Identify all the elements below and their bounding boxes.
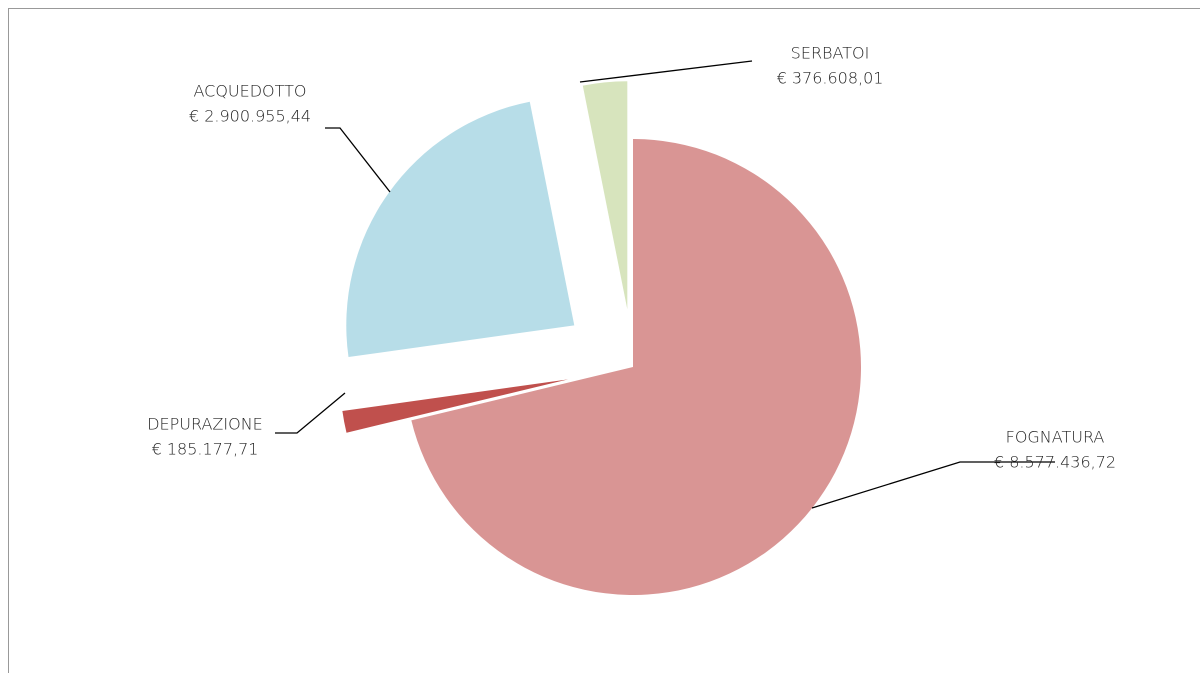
leader-line (811, 461, 1055, 509)
slice-value-label: € 8.577.436,72 (994, 453, 1116, 472)
slice-value-label: € 376.608,01 (777, 69, 884, 88)
slice-label: ACQUEDOTTO (193, 82, 306, 101)
slice-value-label: € 185.177,71 (152, 440, 259, 459)
chart-frame (8, 8, 1200, 673)
leader-line (275, 392, 346, 434)
pie-slice (582, 81, 628, 310)
pie-slice (411, 139, 862, 595)
slice-label: DEPURAZIONE (147, 415, 263, 434)
pie-slice (342, 379, 569, 433)
slice-value-label: € 2.900.955,44 (189, 107, 311, 126)
leader-line (579, 60, 753, 83)
slice-label: FOGNATURA (1006, 428, 1105, 447)
pie-slice (346, 101, 575, 358)
slice-label: SERBATOI (791, 44, 870, 63)
leader-line (325, 127, 391, 193)
